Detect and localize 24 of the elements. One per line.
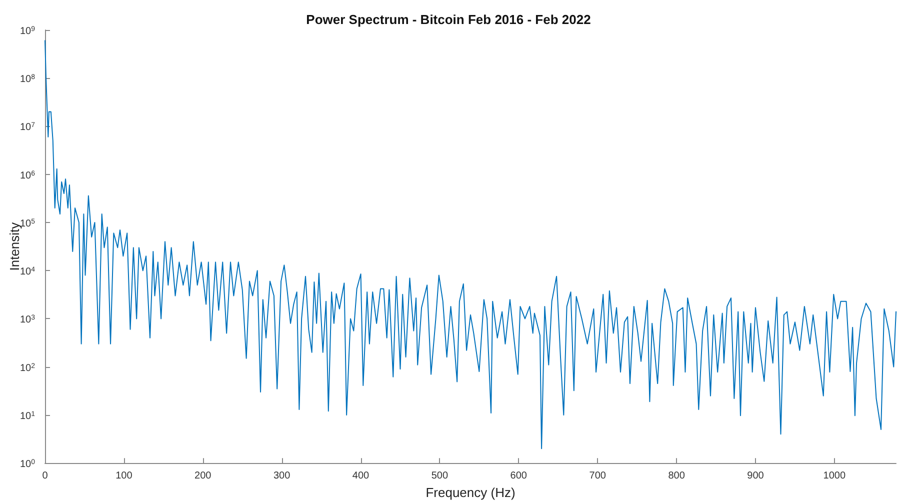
x-tick-label: 500 [431, 470, 448, 482]
x-tick-label: 100 [116, 470, 133, 482]
y-tick-label: 10$^{4}$ [20, 266, 36, 278]
x-axis-title: Frequency (Hz) [426, 485, 516, 500]
y-tick-label: 10$^{3}$ [20, 314, 36, 326]
x-tick-label: 200 [194, 470, 212, 482]
y-tick-label: 10$^{8}$ [20, 74, 36, 86]
y-tick-label: 10$^{9}$ [20, 26, 36, 37]
y-axis-title: Intensity [7, 222, 22, 271]
y-tick-label: 10$^{2}$ [20, 362, 36, 374]
x-tick-label: 600 [510, 470, 528, 482]
y-tick-label: 10$^{7}$ [20, 122, 36, 134]
y-tick-label: 10$^{6}$ [20, 170, 36, 182]
x-tick-label: 800 [668, 470, 686, 482]
y-tick-label: 10$^{0}$ [20, 458, 36, 470]
x-tick-label: 300 [273, 470, 291, 482]
x-tick-label: 1000 [823, 470, 846, 482]
x-tick-label: 0 [42, 470, 48, 482]
y-tick-label: 10$^{1}$ [20, 410, 36, 422]
chart-title: Power Spectrum - Bitcoin Feb 2016 - Feb 2022 [306, 12, 591, 27]
x-tick-label: 400 [352, 470, 370, 482]
line-series [44, 40, 896, 450]
x-tick-label: 900 [747, 470, 764, 482]
x-tick-label: 700 [589, 470, 606, 482]
